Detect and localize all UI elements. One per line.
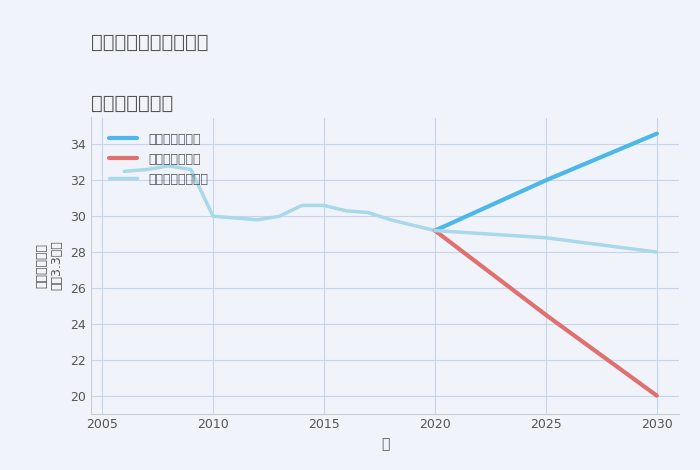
バッドシナリオ bbox=[652, 393, 661, 399]
バッドシナリオ bbox=[542, 312, 550, 318]
Line: グッドシナリオ: グッドシナリオ bbox=[435, 133, 657, 231]
ノーマルシナリオ bbox=[542, 235, 550, 241]
Line: ノーマルシナリオ: ノーマルシナリオ bbox=[435, 231, 657, 252]
グッドシナリオ bbox=[430, 228, 439, 234]
グッドシナリオ bbox=[652, 131, 661, 136]
ノーマルシナリオ bbox=[652, 249, 661, 255]
Text: 土地の価格推移: 土地の価格推移 bbox=[91, 94, 174, 113]
Legend: グッドシナリオ, バッドシナリオ, ノーマルシナリオ: グッドシナリオ, バッドシナリオ, ノーマルシナリオ bbox=[104, 127, 214, 191]
ノーマルシナリオ bbox=[430, 228, 439, 234]
X-axis label: 年: 年 bbox=[381, 437, 389, 451]
Y-axis label: 単価（万円）
坪（3.3㎡）: 単価（万円） 坪（3.3㎡） bbox=[35, 241, 63, 290]
グッドシナリオ bbox=[542, 178, 550, 183]
バッドシナリオ bbox=[430, 228, 439, 234]
Line: バッドシナリオ: バッドシナリオ bbox=[435, 231, 657, 396]
Text: 愛知県瀬戸市川北町の: 愛知県瀬戸市川北町の bbox=[91, 33, 209, 52]
